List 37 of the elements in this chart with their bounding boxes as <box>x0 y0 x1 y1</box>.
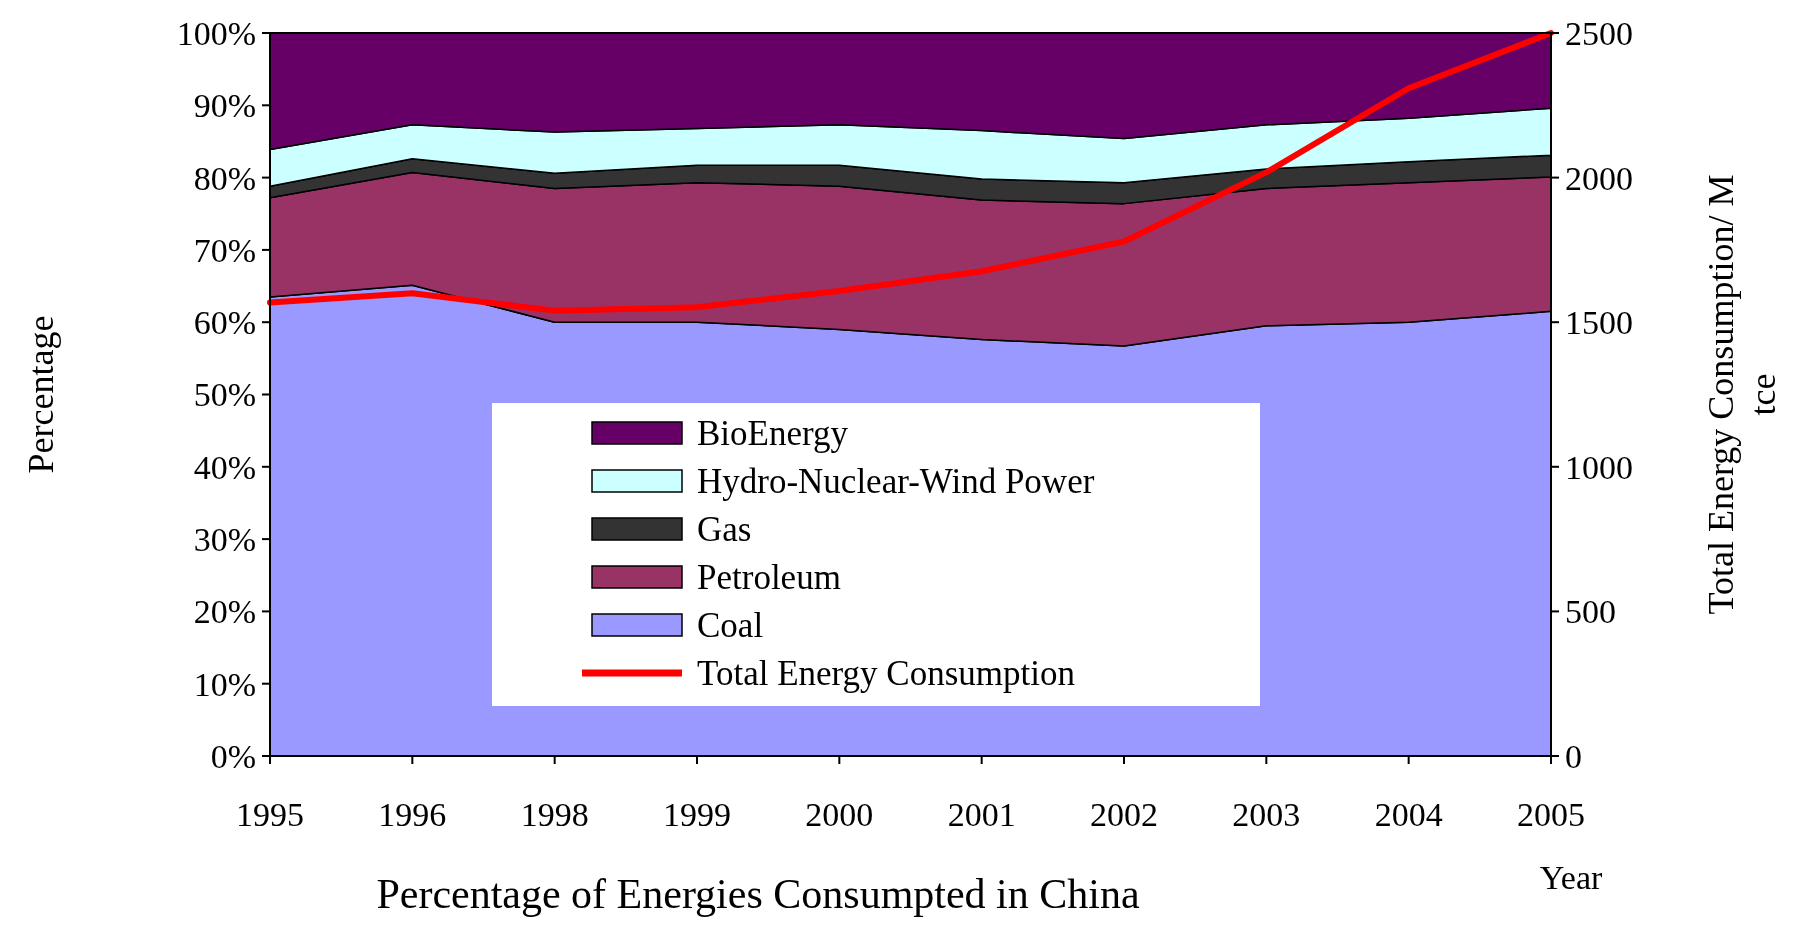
legend-label: Gas <box>697 510 752 549</box>
legend-label: Petroleum <box>697 558 841 597</box>
y-tick-label: 90% <box>193 87 256 125</box>
y-tick-label: 50% <box>193 376 256 414</box>
text: Percentage of Energies Consumpted in China <box>376 871 1140 917</box>
x-axis-title: Year <box>1539 859 1603 896</box>
x-tick-label: 2001 <box>947 796 1016 833</box>
y-tick-label: 0% <box>210 737 256 775</box>
x-tick-label: 1996 <box>378 796 447 833</box>
y-tick-label: 60% <box>193 304 256 342</box>
y2-tick-label: 1000 <box>1565 448 1633 486</box>
y2-tick-label: 0 <box>1565 737 1582 775</box>
y-tick-label: 20% <box>193 593 256 631</box>
legend-label: BioEnergy <box>697 414 849 453</box>
legend-label: Coal <box>697 606 764 645</box>
x-tick-label: 2005 <box>1517 796 1585 833</box>
x-tick-label: 2000 <box>805 796 874 833</box>
y-tick-label: 30% <box>193 521 256 558</box>
y2-tick-label: 1500 <box>1565 304 1633 342</box>
y2-axis-title: Total Energy Consumption/ M tce <box>1701 174 1783 615</box>
x-tick-label: 2004 <box>1374 796 1443 833</box>
legend-label: Hydro-Nuclear-Wind Power <box>697 462 1095 501</box>
y2-tick-label: 500 <box>1565 593 1616 631</box>
legend-label: Total Energy Consumption <box>697 654 1075 693</box>
x-tick-label: 1998 <box>520 796 589 833</box>
y-tick-label: 100% <box>176 14 256 52</box>
x-tick-label: 1999 <box>663 796 731 833</box>
y2-tick-label: 2000 <box>1565 159 1633 197</box>
y-tick-label: 80% <box>193 159 256 197</box>
x-tick-label: 1995 <box>236 796 304 833</box>
x-tick-label: 2002 <box>1090 796 1158 833</box>
y-tick-label: 70% <box>193 231 256 269</box>
y2-tick-label: 2500 <box>1565 14 1633 52</box>
x-tick-label: 2003 <box>1232 796 1301 833</box>
y-axis-title: Percentage <box>21 315 61 474</box>
y-tick-label: 10% <box>193 665 256 703</box>
y-tick-label: 40% <box>193 448 256 486</box>
